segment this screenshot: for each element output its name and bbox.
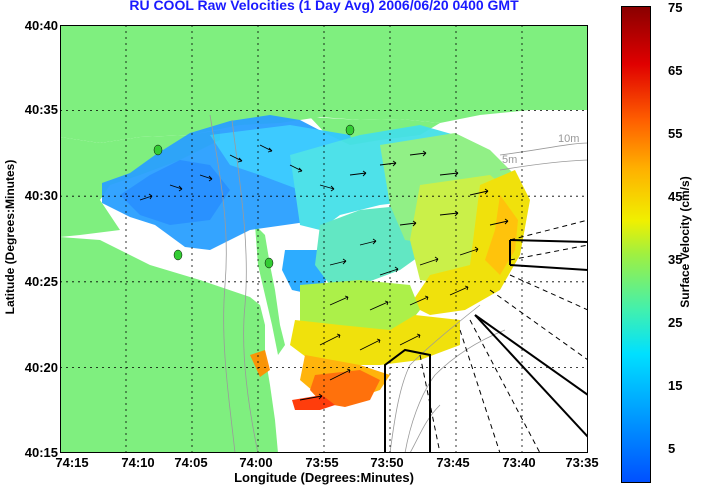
x-tick-label: 73:35 — [565, 455, 599, 470]
colorbar-tick: 75 — [668, 0, 683, 15]
land-nj — [60, 237, 278, 453]
velocity-map: 10m 5m — [60, 25, 588, 453]
y-tick-label: 40:35 — [24, 102, 58, 117]
y-tick-label: 40:40 — [24, 18, 58, 33]
y-tick-label: 40:20 — [24, 360, 58, 375]
colorbar-tick: 5 — [668, 441, 676, 456]
x-tick-label: 74:10 — [121, 455, 155, 470]
chart-title: RU COOL Raw Velocities (1 Day Avg) 2006/… — [129, 0, 519, 13]
colorbar-tick: 45 — [668, 189, 683, 204]
x-tick-label: 73:50 — [370, 455, 404, 470]
colorbar-tick: 65 — [668, 63, 683, 78]
x-tick-label: 74:05 — [174, 455, 208, 470]
colorbar-tick: 55 — [668, 126, 683, 141]
x-axis-title: Longitude (Degrees:Minutes) — [234, 470, 414, 485]
y-tick-label: 40:30 — [24, 188, 58, 203]
x-tick-label: 73:45 — [436, 455, 470, 470]
colorbar-tick: 25 — [668, 315, 683, 330]
velocity-arrows — [139, 144, 509, 401]
colorbar-tick: 15 — [668, 378, 683, 393]
colorbar — [621, 6, 651, 483]
radar-sites — [153, 124, 355, 269]
depth-label-5m: 5m — [502, 154, 517, 166]
depth-label-10m: 10m — [558, 133, 579, 145]
land-sandy-hook — [255, 225, 285, 355]
y-tick-label: 40:25 — [24, 274, 58, 289]
colorbar-tick: 35 — [668, 252, 683, 267]
x-tick-label: 73:40 — [502, 455, 536, 470]
colorbar-title: Surface Velocity (cm/s) — [678, 176, 692, 308]
grid-lines — [60, 25, 588, 453]
channel-lines — [384, 239, 588, 453]
dashed-lines — [419, 219, 588, 453]
x-tick-label: 73:55 — [305, 455, 339, 470]
x-tick-label: 74:15 — [55, 455, 89, 470]
y-tick-label: 40:15 — [24, 445, 58, 460]
depth-contours — [209, 114, 588, 453]
land-north — [60, 25, 588, 143]
y-axis-title: Latitude (Degrees:Minutes) — [3, 159, 17, 315]
x-tick-label: 74:00 — [239, 455, 273, 470]
